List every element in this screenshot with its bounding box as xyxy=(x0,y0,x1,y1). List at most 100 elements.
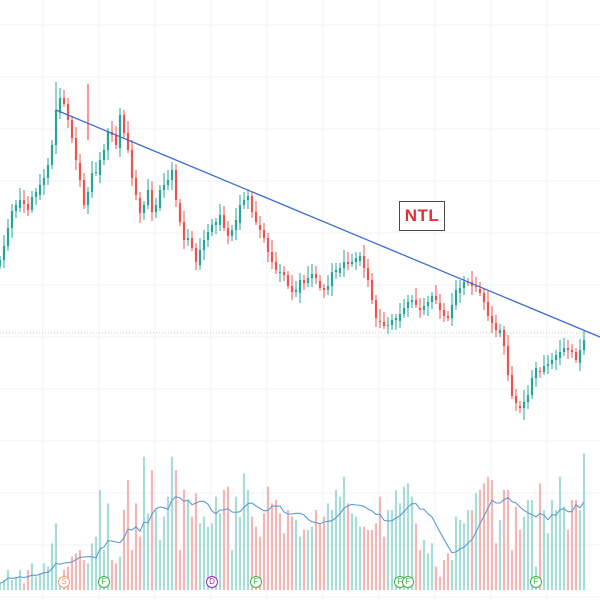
volume-bar xyxy=(438,576,442,590)
candle-body xyxy=(326,286,330,290)
candle-body xyxy=(2,246,6,260)
volume-bar xyxy=(230,550,234,590)
volume-bar xyxy=(122,510,126,590)
candle-body xyxy=(558,352,562,358)
volume-bar xyxy=(526,500,530,590)
event-marker-s[interactable]: S xyxy=(58,576,70,588)
candle-body xyxy=(82,180,86,205)
candle-body xyxy=(378,321,382,322)
volume-bar xyxy=(334,490,338,590)
candle-body xyxy=(78,163,82,180)
volume-bar xyxy=(190,516,194,590)
volume-bar xyxy=(18,570,22,590)
candle-body xyxy=(130,150,134,178)
candle-body xyxy=(322,288,326,290)
candle-body xyxy=(342,262,346,268)
volume-bar xyxy=(6,570,10,590)
volume-bar xyxy=(370,530,374,590)
candle-body xyxy=(122,115,126,133)
volume-bar xyxy=(554,510,558,590)
candle-body xyxy=(574,352,578,360)
event-marker-f[interactable]: F xyxy=(402,576,414,588)
candle-body xyxy=(242,200,246,205)
volume-bar xyxy=(374,523,378,590)
candle-body xyxy=(346,262,350,264)
candle-body xyxy=(62,98,66,104)
volume-bar xyxy=(506,490,510,590)
volume-bar xyxy=(134,503,138,590)
candle-body xyxy=(18,200,22,208)
candle-body xyxy=(170,170,174,180)
volume-bar xyxy=(322,516,326,590)
event-marker-f[interactable]: F xyxy=(98,576,110,588)
candle-body xyxy=(462,282,466,288)
event-marker-f[interactable]: F xyxy=(250,576,262,588)
candle-body xyxy=(30,197,34,210)
candle-body xyxy=(90,173,94,192)
event-marker-f[interactable]: F xyxy=(530,576,542,588)
candle-body xyxy=(562,348,566,352)
volume-bar xyxy=(22,583,26,590)
candle-body xyxy=(366,268,370,280)
volume-bar xyxy=(246,490,250,590)
ntl-annotation-label[interactable]: NTL xyxy=(399,201,445,231)
volume-bar xyxy=(250,516,254,590)
candle-body xyxy=(446,316,450,318)
volume-bar xyxy=(178,550,182,590)
candle-body xyxy=(206,232,210,240)
candle-body xyxy=(98,160,102,175)
candle-body xyxy=(502,330,506,346)
trendline-line xyxy=(55,109,600,338)
candle-body xyxy=(154,205,158,212)
trendline[interactable] xyxy=(55,109,600,338)
candle-body xyxy=(294,290,298,292)
candle-body xyxy=(402,308,406,314)
volume-bar xyxy=(478,490,482,590)
candle-body xyxy=(430,296,434,302)
candle-body xyxy=(182,222,186,240)
candle-body xyxy=(258,225,262,230)
candle-body xyxy=(210,225,214,232)
candle-body xyxy=(202,240,206,250)
volume-bar xyxy=(382,536,386,590)
volume-bar xyxy=(238,516,242,590)
volume-bar xyxy=(446,553,450,590)
volume-bar xyxy=(582,453,586,590)
candle-body xyxy=(50,145,54,165)
candle-body xyxy=(6,228,10,246)
volume-bar xyxy=(498,520,502,590)
volume-bar xyxy=(158,540,162,590)
candle-body xyxy=(290,286,294,292)
candle-body xyxy=(362,256,366,268)
candle-body xyxy=(266,238,270,252)
ntl-text: NTL xyxy=(404,206,440,225)
volume-bar xyxy=(242,473,246,590)
candle-body xyxy=(310,274,314,278)
volume-bar xyxy=(114,563,118,590)
volume-bar xyxy=(146,513,150,590)
candle-body xyxy=(506,346,510,375)
volume-bar xyxy=(162,516,166,590)
volume-bar xyxy=(470,510,474,590)
candle-body xyxy=(546,364,550,366)
volume-bar xyxy=(326,503,330,590)
event-marker-d[interactable]: D xyxy=(206,576,218,588)
volume-bar xyxy=(286,510,290,590)
volume-bar xyxy=(78,550,82,590)
candle-body xyxy=(318,281,322,288)
volume-bar xyxy=(274,500,278,590)
volume-bar xyxy=(282,533,286,590)
candle-body xyxy=(314,274,318,278)
volume-bar xyxy=(106,503,110,590)
candle-body xyxy=(166,180,170,185)
candle-body xyxy=(514,396,518,403)
volume-bar xyxy=(166,496,170,590)
candle-body xyxy=(530,378,534,395)
volume-bar xyxy=(430,543,434,590)
candle-body xyxy=(498,330,502,333)
candle-body xyxy=(278,272,282,273)
volume-bar xyxy=(38,573,42,590)
volume-bar xyxy=(482,483,486,590)
candle-body xyxy=(58,98,62,113)
